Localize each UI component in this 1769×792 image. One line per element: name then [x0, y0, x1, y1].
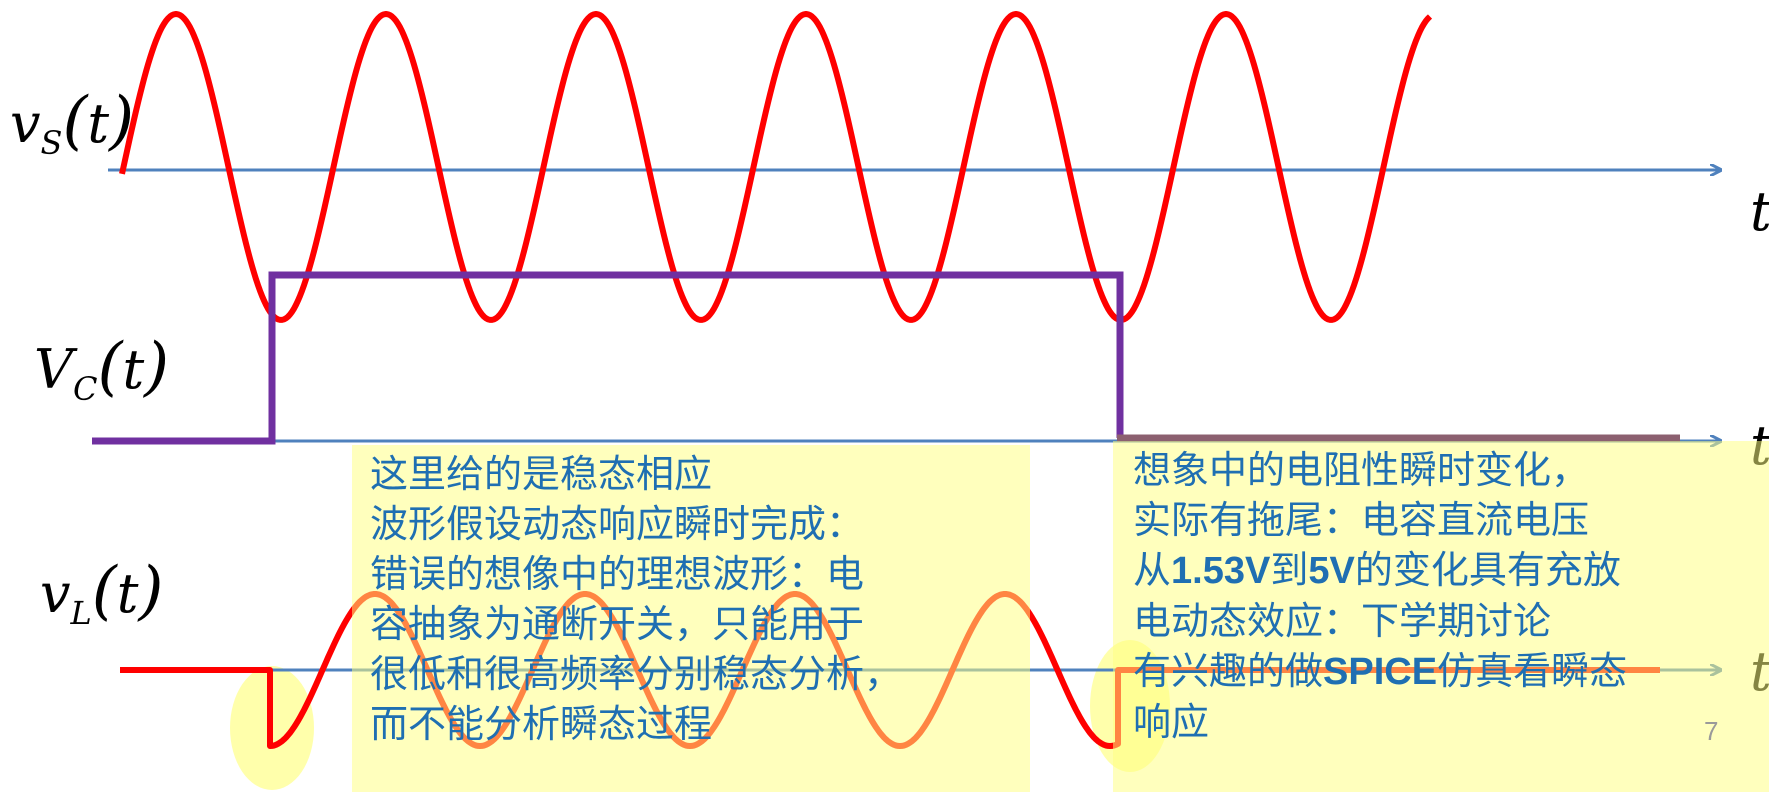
- left-note-line: 容抽象为通断开关，只能用于: [370, 602, 865, 646]
- vl-label: vL(t): [40, 554, 163, 632]
- left-note-line: 很低和很高频率分别稳态分析，: [370, 652, 903, 696]
- vc-label: VC(t): [34, 330, 169, 408]
- right-note-line: 有兴趣的做SPICE仿真看瞬态: [1133, 649, 1628, 693]
- vs-sine-wave: [119, 11, 1433, 323]
- right-note-line: 从1.53V到5V的变化具有充放: [1133, 548, 1621, 592]
- slide-number: 7: [1704, 716, 1719, 746]
- vs-label: vS(t): [10, 84, 134, 162]
- right-note-line: 电动态效应：下学期讨论: [1133, 599, 1552, 643]
- left-note-line: 波形假设动态响应瞬时完成：: [370, 502, 865, 546]
- right-note-line: 实际有拖尾：电容直流电压: [1133, 498, 1590, 542]
- vc-pulse-wave-left: [92, 271, 1124, 445]
- left-note-box: 这里给的是稳态相应 波形假设动态响应瞬时完成： 错误的想像中的理想波形：电 容抽…: [352, 445, 1030, 792]
- left-note-line: 这里给的是稳态相应: [370, 452, 713, 496]
- left-note-line: 错误的想像中的理想波形：电: [370, 552, 865, 596]
- right-note-line: 响应: [1133, 700, 1210, 744]
- t-axis-label-vs: t: [1750, 180, 1769, 243]
- left-note-line: 而不能分析瞬态过程: [370, 702, 713, 746]
- right-note-box: 想象中的电阻性瞬时变化， 实际有拖尾：电容直流电压 从1.53V到5V的变化具有…: [1113, 441, 1769, 792]
- right-note-line: 想象中的电阻性瞬时变化，: [1133, 448, 1590, 492]
